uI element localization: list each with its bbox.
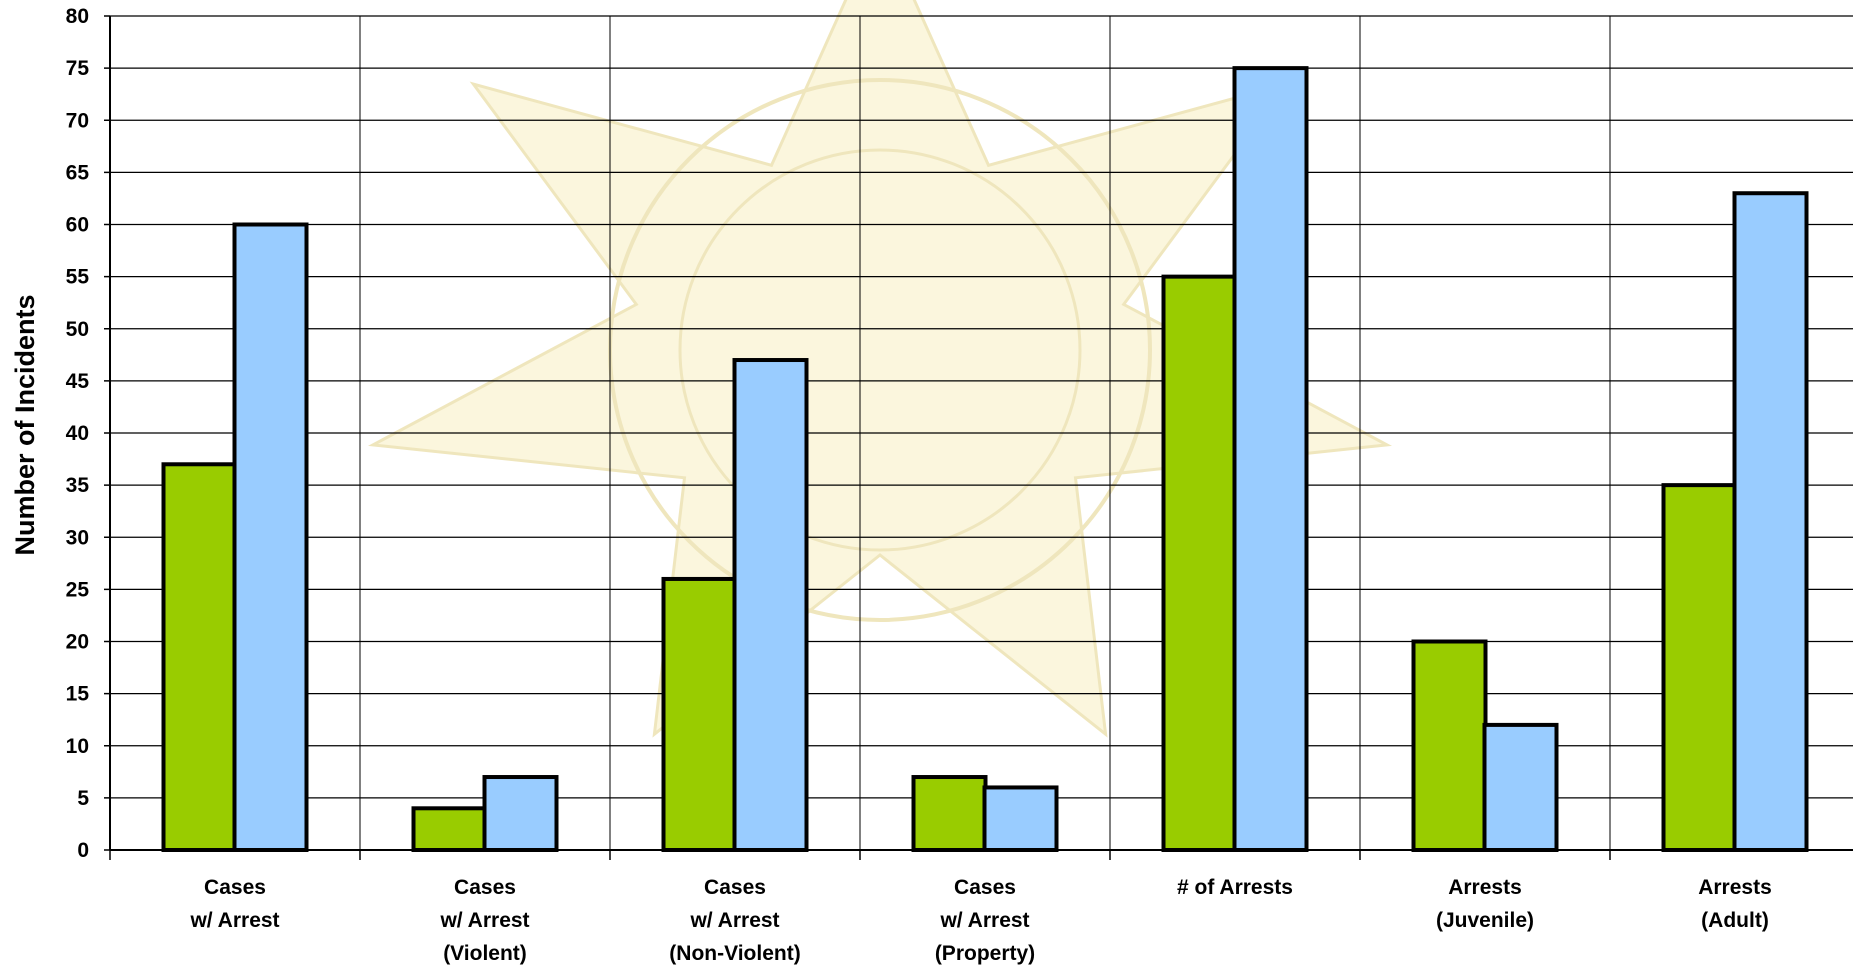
y-tick-label: 0 [77,839,89,862]
y-tick-label: 60 [66,214,89,237]
category-label-line: (Adult) [1701,909,1769,932]
y-tick-label: 75 [66,57,90,80]
y-tick-label: 40 [66,422,89,445]
category-label-line: Cases [954,876,1016,899]
y-tick-label: 50 [66,318,89,341]
y-tick-label: 15 [66,683,90,706]
bar-series1-cat1 [161,462,238,852]
bars [161,66,1809,853]
y-tick-label: 35 [66,474,90,497]
category-label-line: (Property) [935,942,1035,965]
category-label: Cases w/ Arrest (Violent) [439,876,529,965]
bar-series1-cat5 [1161,274,1238,852]
category-label: Arrests (Juvenile) [1436,876,1534,932]
bar-series2-cat7 [1732,191,1809,853]
bar-series2-cat2 [482,775,559,853]
category-label: Cases w/ Arrest (Non-Violent) [669,876,800,965]
category-label-line: # of Arrests [1177,876,1293,899]
y-tick-label: 25 [66,578,90,601]
bar-series2-cat5 [1232,66,1309,852]
category-label: Arrests (Adult) [1698,876,1772,932]
y-tick-label: 55 [66,266,90,289]
y-tick-labels: 0 5 10 15 20 25 30 35 40 45 50 55 60 65 70 75 80 [66,5,110,862]
bar-series1-cat4 [911,775,988,853]
y-tick-label: 10 [66,735,89,758]
grid-lines [110,15,1853,851]
category-label-line: (Juvenile) [1436,909,1534,932]
bar-series2-cat1 [232,222,309,852]
category-label-line: Arrests [1698,876,1772,899]
category-label-line: w/ Arrest [189,909,279,932]
bar-series2-cat4 [982,785,1059,853]
category-label: Cases w/ Arrest [189,876,279,932]
category-label-line: Cases [204,876,266,899]
y-tick-label: 65 [66,161,90,184]
category-label: # of Arrests [1177,876,1293,899]
y-tick-label: 30 [66,526,89,549]
category-label-line: (Non-Violent) [669,942,800,965]
bar-series1-cat3 [661,576,738,852]
y-tick-label: 45 [66,370,90,393]
category-label-line: Cases [704,876,766,899]
category-label-line: w/ Arrest [689,909,779,932]
bar-series1-cat2 [411,806,488,852]
bar-series2-cat6 [1482,722,1559,853]
category-label-line: w/ Arrest [939,909,1029,932]
category-label-line: Arrests [1448,876,1522,899]
category-label-line: w/ Arrest [439,909,529,932]
badge-star-shape [367,0,1393,738]
bar-series1-cat7 [1661,483,1738,852]
bar-series2-cat3 [732,358,809,852]
y-tick-label: 80 [66,5,89,28]
category-label: Cases w/ Arrest (Property) [935,876,1035,965]
badge-inner-ring [678,148,1082,552]
bar-series1-cat6 [1411,639,1488,852]
y-tick-label: 70 [66,109,89,132]
y-tick-label: 20 [66,631,89,654]
y-tick-label: 5 [77,787,89,810]
category-label-line: Cases [454,876,516,899]
y-axis-title: Number of Incidents [10,294,40,555]
category-label-line: (Violent) [443,942,527,965]
